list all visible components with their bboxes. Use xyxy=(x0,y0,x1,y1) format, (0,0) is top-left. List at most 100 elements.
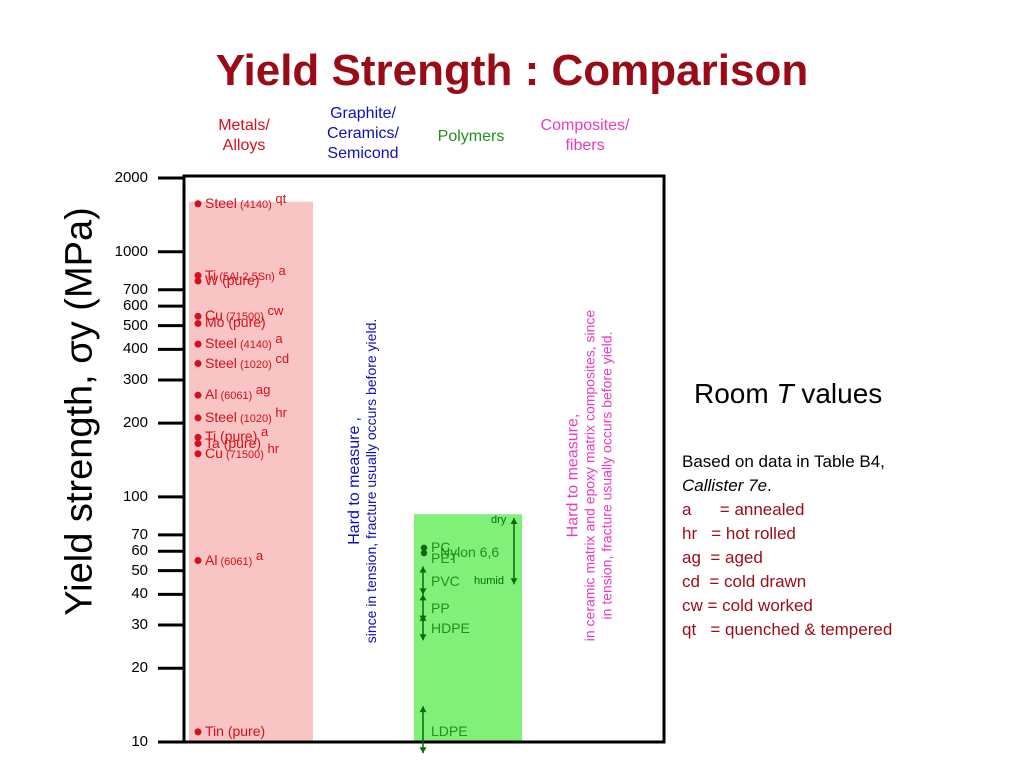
legend-item: cw = cold worked xyxy=(682,596,813,615)
legend-item: hr = hot rolled xyxy=(682,524,796,543)
legend-book-title: Callister 7e xyxy=(682,476,768,495)
metal-condition: a xyxy=(252,547,264,563)
metal-name: Mo (pure) xyxy=(205,314,266,331)
metal-point xyxy=(194,450,202,458)
metal-condition: hr xyxy=(271,404,287,420)
metal-condition: ag xyxy=(252,382,271,398)
metal-label: Mo (pure) xyxy=(205,314,266,330)
y-tick-label: 70 xyxy=(131,525,148,543)
polymer-range-arrow-bottom xyxy=(419,634,427,641)
composites-note: Hard to measure, in ceramic matrix and e… xyxy=(565,266,616,686)
category-composites: Composites/ fibers xyxy=(540,117,630,154)
room-t: T xyxy=(776,378,794,409)
polymer-range-arrow-top xyxy=(510,518,518,525)
legend-book: Callister 7e. xyxy=(682,474,892,498)
metal-label: Ti (5Al-2.5Sn) a xyxy=(205,263,286,283)
category-polymers: Polymers xyxy=(437,128,505,145)
composites-note-line1: Hard to measure, xyxy=(564,413,582,538)
metal-name: Steel xyxy=(205,408,237,425)
polymer-label: PP xyxy=(431,599,450,616)
metal-label: Steel (4140) a xyxy=(205,331,283,352)
metal-name: Tin (pure) xyxy=(205,722,266,739)
y-tick-label: 100 xyxy=(122,487,148,505)
y-tick-label: 20 xyxy=(131,659,148,677)
metal-grade: (5Al-2.5Sn) xyxy=(216,270,275,283)
polymer-range-arrow-bottom xyxy=(419,747,427,754)
legend-book-dot: . xyxy=(767,476,772,495)
metal-condition: cw xyxy=(263,303,284,319)
abbreviation-legend: Based on data in Table B4, Callister 7e.… xyxy=(682,450,892,642)
y-axis-label: Yield strength, σy (MPa) xyxy=(58,207,101,616)
polymer-label: Nylon 6,6 xyxy=(440,544,500,561)
metal-point xyxy=(194,272,202,280)
metal-label: Al (6061) a xyxy=(205,548,263,568)
polymer-label: PET xyxy=(431,549,459,566)
y-tick-label: 40 xyxy=(131,585,148,603)
polymer-label: HDPE xyxy=(431,619,470,636)
polymer-range-arrow-top xyxy=(419,706,427,713)
metal-grade: (71500) xyxy=(222,448,264,461)
metal-point xyxy=(194,414,202,422)
polymer-range-arrow-bottom xyxy=(510,578,518,585)
metal-condition: cd xyxy=(271,350,290,366)
polymers-range-band xyxy=(414,514,522,742)
ceramics-note-line1: Hard to measure xyxy=(346,425,363,545)
metal-point xyxy=(194,340,202,348)
metal-name: W (pure) xyxy=(205,271,260,288)
metal-point xyxy=(194,312,202,320)
ceramics-note-line2: since in tension, fracture usually occur… xyxy=(363,318,379,644)
metal-name: Steel xyxy=(205,354,237,371)
metal-point xyxy=(194,440,202,448)
room-temperature-label: Room T values xyxy=(694,378,882,410)
y-tick-label: 400 xyxy=(122,340,148,358)
metal-label: W (pure) xyxy=(205,272,259,288)
metal-label: Ta (pure) xyxy=(205,435,261,451)
room-suffix: values xyxy=(793,378,883,409)
polymer-range-arrow-top xyxy=(419,594,427,601)
metal-name: Steel xyxy=(205,335,237,352)
metal-grade: (6061) xyxy=(217,555,253,568)
category-ceramics: Graphite/ Ceramics/ Semicond xyxy=(326,105,399,162)
metals-range-band xyxy=(189,201,313,742)
polymer-label: PVC xyxy=(431,572,460,589)
metal-point xyxy=(194,319,202,327)
metal-label: Steel (1020) cd xyxy=(205,351,289,371)
y-tick-label: 60 xyxy=(131,542,148,560)
metal-label: Steel (1020) hr xyxy=(205,405,287,425)
legend-item: ag = aged xyxy=(682,548,763,567)
metal-condition: qt xyxy=(271,190,287,206)
metal-label: Steel (4140) qt xyxy=(205,191,286,211)
metal-grade: (1020) xyxy=(236,412,272,425)
metal-grade: (4140) xyxy=(236,198,272,211)
y-tick-label: 30 xyxy=(131,616,148,634)
metal-name: Ti (pure) xyxy=(205,428,258,445)
metal-name: Ti xyxy=(205,266,217,283)
polymer-point xyxy=(420,549,428,557)
legend-item: cd = cold drawn xyxy=(682,572,807,591)
ceramics-note-comma: , xyxy=(346,417,363,422)
metal-label: Tin (pure) xyxy=(205,723,265,739)
metal-label: Cu (71500) hr xyxy=(205,441,279,461)
metal-grade: (6061) xyxy=(217,390,253,403)
y-tick-label: 300 xyxy=(122,370,148,388)
polymer-range-arrow-bottom xyxy=(419,588,427,595)
metal-point xyxy=(194,200,202,208)
metal-grade: (71500) xyxy=(222,311,264,324)
y-tick-label: 50 xyxy=(131,561,148,579)
room-prefix: Room xyxy=(694,378,777,409)
polymer-label: PC xyxy=(431,538,451,555)
metal-name: Ta (pure) xyxy=(205,434,262,451)
y-tick-label: 600 xyxy=(122,297,148,315)
metal-condition: a xyxy=(257,424,269,440)
metal-point xyxy=(194,557,202,565)
legend-item: qt = quenched & tempered xyxy=(682,620,893,639)
metal-point xyxy=(194,391,202,399)
metal-name: Al xyxy=(205,386,218,403)
polymer-point xyxy=(420,544,428,551)
polymer-range-arrow-top xyxy=(419,566,427,573)
metal-label: Ti (pure) a xyxy=(205,424,268,445)
polymer-label: LDPE xyxy=(431,722,468,739)
y-tick-label: 700 xyxy=(122,280,148,298)
metal-point xyxy=(194,360,202,368)
legend-item: a = annealed xyxy=(682,500,805,519)
